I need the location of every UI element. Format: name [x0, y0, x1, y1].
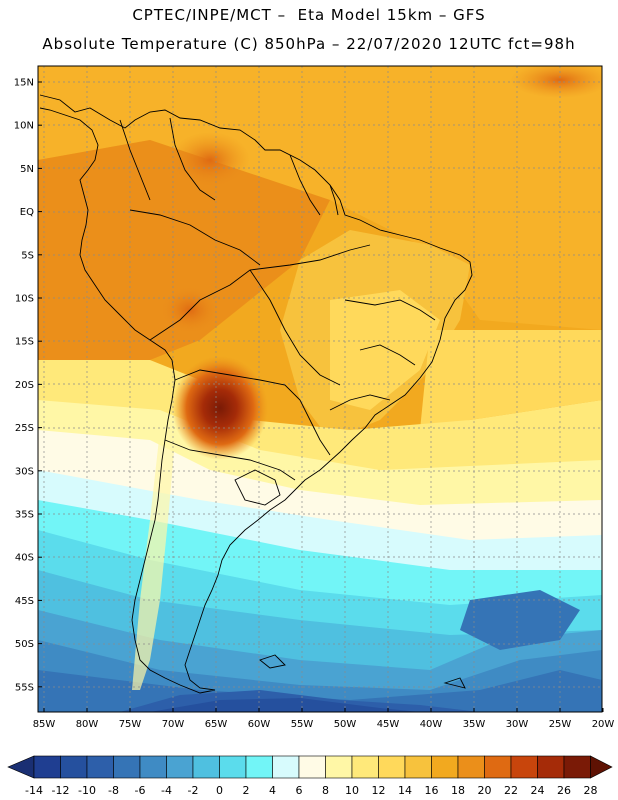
lon-tick-label: 80W: [76, 719, 99, 730]
colorbar-label: 20: [478, 784, 492, 797]
lat-tick-label: 40S: [15, 553, 34, 564]
colorbar-label: 28: [584, 784, 598, 797]
colorbar-label: 6: [296, 784, 303, 797]
lat-tick-label: 5S: [21, 250, 34, 261]
temperature-field: [38, 66, 602, 712]
colorbar-label: 24: [531, 784, 545, 797]
lat-tick-label: 25S: [15, 423, 34, 434]
colorbar-label: -6: [135, 784, 146, 797]
longitude-axis: 85W 80W 75W 70W 65W 60W 55W 50W 45W 40W 35W 30W 25W 2…: [33, 708, 615, 730]
colorbar-label: 22: [504, 784, 518, 797]
lat-tick-label: 10N: [14, 121, 34, 132]
colorbar-label: -14: [25, 784, 43, 797]
colorbar-swatch: [563, 755, 591, 779]
colorbar-label: 8: [322, 784, 329, 797]
colorbar-swatch: [272, 755, 300, 779]
colorbar-label: -12: [52, 784, 70, 797]
lon-tick-label: 50W: [334, 719, 357, 730]
colorbar-swatch: [510, 755, 538, 779]
lon-tick-label: 65W: [205, 719, 228, 730]
colorbar-swatch: [166, 755, 194, 779]
colorbar-swatch: [192, 755, 220, 779]
graticule: [38, 66, 602, 712]
colorbar-swatch: [431, 755, 459, 779]
colorbar-label: 14: [398, 784, 412, 797]
colorbar-swatch: [404, 755, 432, 779]
colorbar-swatch: [139, 755, 167, 779]
colorbar: -14 -12 -10 -8 -6 -4 -2 0 2 4 6 8 10 12 14 16 18 20 22 24 26…: [7, 755, 613, 797]
colorbar-swatch: [33, 755, 61, 779]
lat-tick-label: 20S: [15, 380, 34, 391]
lon-tick-label: 60W: [248, 719, 271, 730]
colorbar-label: 4: [269, 784, 276, 797]
lon-tick-label: 35W: [463, 719, 486, 730]
coastlines: [39, 94, 473, 694]
colorbar-low-arrow: [7, 755, 35, 779]
colorbar-swatch: [351, 755, 379, 779]
colorbar-swatch: [60, 755, 88, 779]
colorbar-label: 18: [451, 784, 465, 797]
colorbar-swatch: [457, 755, 485, 779]
latitude-axis: 15N 10N 5N EQ 5S 10S 15S 20S 25S 30S 35S 40S 45S 50S 5…: [14, 78, 42, 693]
colorbar-label: 12: [372, 784, 386, 797]
colorbar-swatch: [245, 755, 273, 779]
lat-tick-label: 55S: [15, 682, 34, 693]
lon-tick-label: 70W: [162, 719, 185, 730]
lon-tick-label: 25W: [549, 719, 572, 730]
lon-tick-label: 45W: [377, 719, 400, 730]
lon-tick-label: 75W: [119, 719, 142, 730]
lat-tick-label: 15N: [14, 78, 34, 89]
lat-tick-label: 50S: [15, 639, 34, 650]
colorbar-swatch: [113, 755, 141, 779]
lat-tick-label: 15S: [15, 337, 34, 348]
lat-tick-label: 35S: [15, 510, 34, 521]
colorbar-swatch: [325, 755, 353, 779]
colorbar-label: 16: [425, 784, 439, 797]
lon-tick-label: 85W: [33, 719, 56, 730]
colorbar-label: -10: [78, 784, 96, 797]
lat-tick-label: EQ: [20, 207, 34, 218]
colorbar-swatch: [86, 755, 114, 779]
colorbar-label: 0: [216, 784, 223, 797]
colorbar-label: 10: [345, 784, 359, 797]
colorbar-swatch: [378, 755, 406, 779]
colorbar-swatch: [537, 755, 565, 779]
lat-tick-label: 10S: [15, 294, 34, 305]
lat-tick-label: 45S: [15, 596, 34, 607]
colorbar-high-arrow: [590, 755, 613, 779]
lon-tick-label: 55W: [291, 719, 314, 730]
title-line-1: CPTEC/INPE/MCT – Eta Model 15km – GFS: [132, 6, 486, 24]
colorbar-label: -2: [188, 784, 199, 797]
colorbar-label: 2: [243, 784, 250, 797]
colorbar-label: -4: [161, 784, 172, 797]
lon-tick-label: 30W: [506, 719, 529, 730]
lat-tick-label: 5N: [20, 164, 34, 175]
colorbar-label: -8: [108, 784, 119, 797]
title-line-2: Absolute Temperature (C) 850hPa – 22/07/…: [42, 35, 576, 53]
colorbar-label: 26: [557, 784, 571, 797]
colorbar-swatch: [219, 755, 247, 779]
lat-tick-label: 30S: [15, 466, 34, 477]
map-frame: [37, 65, 603, 713]
lon-tick-label: 40W: [420, 719, 443, 730]
colorbar-swatch: [298, 755, 326, 779]
colorbar-swatch: [484, 755, 512, 779]
lon-tick-label: 20W: [592, 719, 615, 730]
